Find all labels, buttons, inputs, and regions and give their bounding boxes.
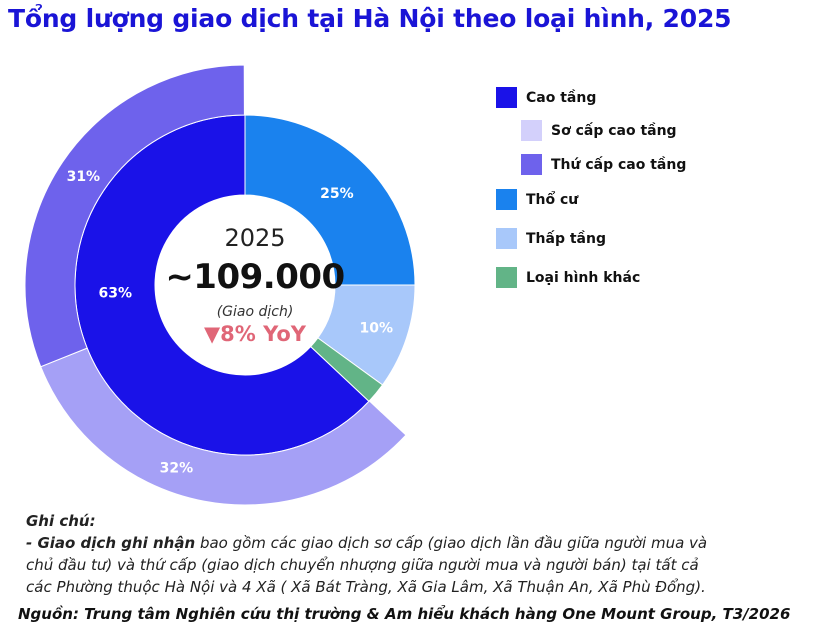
label-thu-cap-cao-tang: 31%: [67, 169, 101, 185]
chart-title: Tổng lượng giao dịch tại Hà Nội theo loạ…: [8, 4, 732, 33]
donut-chart: 25% 10% 63% 32% 31%: [24, 64, 416, 506]
legend-item-tho-cu: Thổ cư: [496, 189, 578, 210]
label-so-cap-cao-tang: 32%: [160, 461, 194, 477]
note-lead: - Giao dịch ghi nhận: [26, 534, 196, 552]
inner-ring: [74, 114, 416, 456]
slice-thu-cap-cao-tang: [24, 64, 245, 368]
legend-item-loai-hinh-khac: Loại hình khác: [496, 267, 640, 288]
label-cao-tang: 63%: [98, 286, 132, 302]
legend-label: Thấp tầng: [526, 230, 606, 247]
legend-item-thu-cap-cao-tang: Thứ cấp cao tầng: [521, 154, 686, 175]
center-total: ~109.000: [165, 257, 345, 297]
note-line-1: - Giao dịch ghi nhận bao gồm các giao dị…: [26, 532, 826, 554]
legend-swatch: [521, 154, 542, 175]
legend-swatch: [521, 120, 542, 141]
legend-label: Cao tầng: [526, 89, 597, 106]
center-yoy: ▼8% YoY: [203, 322, 307, 346]
legend-label: Loại hình khác: [526, 269, 641, 286]
label-thap-tang: 10%: [359, 321, 393, 337]
source: Nguồn: Trung tâm Nghiên cứu thị trường &…: [18, 605, 791, 623]
legend-item-thap-tang: Thấp tầng: [496, 228, 606, 249]
legend-swatch: [496, 228, 517, 249]
note-title: Ghi chú:: [26, 512, 96, 530]
label-tho-cu: 25%: [320, 186, 354, 202]
legend-swatch: [496, 267, 517, 288]
note: Ghi chú: - Giao dịch ghi nhận bao gồm cá…: [26, 510, 826, 598]
legend-item-so-cap-cao-tang: Sơ cấp cao tầng: [521, 120, 677, 141]
legend-swatch: [496, 189, 517, 210]
legend-label: Sơ cấp cao tầng: [551, 122, 677, 139]
legend-label: Thổ cư: [526, 191, 579, 208]
legend-item-cao-tang: Cao tầng: [496, 87, 596, 108]
note-text-1: bao gồm các giao dịch sơ cấp (giao dịch …: [195, 534, 708, 552]
legend-label: Thứ cấp cao tầng: [551, 156, 687, 173]
slice-tho-cu: [244, 114, 416, 286]
center-unit: (Giao dịch): [216, 304, 294, 320]
note-line-2: chủ đầu tư) và thứ cấp (giao dịch chuyển…: [26, 556, 699, 574]
legend-swatch: [496, 87, 517, 108]
center-year: 2025: [224, 224, 286, 252]
outer-ring: [24, 64, 407, 506]
note-line-3: các Phường thuộc Hà Nội và 4 Xã ( Xã Bát…: [26, 578, 706, 596]
slice-labels: 25% 10% 63% 32% 31%: [67, 169, 393, 477]
